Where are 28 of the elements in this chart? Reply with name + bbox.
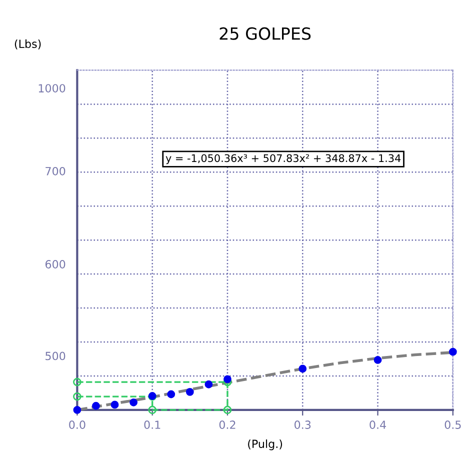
point bbox=[167, 390, 176, 398]
x-tick-label: 0.2 bbox=[219, 420, 236, 429]
point bbox=[204, 380, 213, 388]
point bbox=[298, 364, 307, 373]
x-tick-label: 0.5 bbox=[444, 420, 461, 429]
text: y = -1,050.36x³ + 507.83x² + 348.87x - 1.34 bbox=[166, 154, 401, 164]
x-tick-label: 0.1 bbox=[144, 420, 160, 429]
point bbox=[130, 398, 138, 406]
point bbox=[186, 388, 194, 396]
x-tick-label: 0.3 bbox=[294, 420, 311, 429]
point bbox=[224, 375, 232, 384]
point bbox=[92, 402, 100, 410]
x-tick-label: 0.0 bbox=[69, 420, 86, 429]
text: 500 bbox=[46, 352, 66, 360]
point bbox=[223, 406, 232, 414]
text: 1000 bbox=[38, 84, 66, 92]
x-axis-title: (Pulg.) bbox=[248, 439, 282, 450]
point bbox=[73, 392, 82, 401]
point bbox=[110, 400, 119, 409]
point bbox=[148, 406, 156, 414]
point bbox=[73, 378, 82, 386]
text: 700 bbox=[46, 166, 66, 176]
text: 600 bbox=[45, 260, 66, 268]
chart-title: 25 GOLPES bbox=[220, 27, 311, 40]
point bbox=[374, 356, 382, 364]
text: (Lbs) bbox=[14, 39, 41, 50]
point bbox=[448, 348, 457, 356]
x-tick-label: 0.4 bbox=[370, 420, 386, 429]
